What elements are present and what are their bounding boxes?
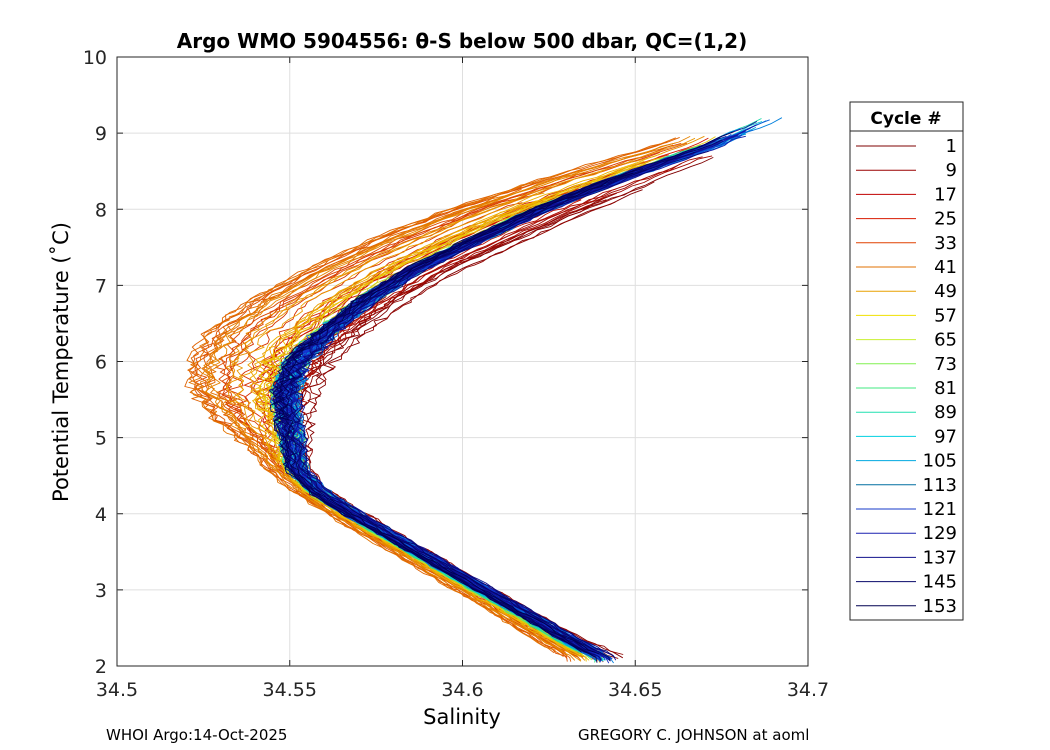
x-tick-label: 34.6	[441, 679, 483, 701]
x-tick-label: 34.5	[96, 679, 138, 701]
y-tick-label: 8	[95, 199, 107, 221]
profile-cycle-139	[281, 140, 724, 656]
y-tick-label: 9	[95, 123, 107, 145]
legend-title: Cycle #	[870, 109, 941, 129]
x-tick-label: 34.65	[608, 679, 662, 701]
profile-cycle-41	[188, 172, 565, 651]
legend-label-81: 81	[934, 378, 957, 399]
y-tick-label: 5	[95, 428, 107, 450]
legend: Cycle # 1 9 17 25 33 41 49 57 65 73 81 89 97 105 113 12…	[849, 101, 964, 621]
x-tick-label: 34.55	[263, 679, 317, 701]
legend-label-121: 121	[923, 499, 957, 520]
footer-credit-left: WHOI Argo:14-Oct-2025	[106, 726, 288, 744]
legend-label-105: 105	[923, 451, 957, 472]
legend-label-49: 49	[934, 281, 957, 302]
legend-label-1: 1	[946, 136, 957, 157]
legend-label-97: 97	[934, 426, 957, 447]
profile-lines	[184, 117, 783, 664]
axes: 34.5 34.55 34.6 34.65 34.7 2 3 4 5 6 7 8 9 10	[83, 47, 829, 701]
profile-cycle-45	[207, 171, 586, 661]
legend-label-137: 137	[923, 547, 957, 568]
legend-label-145: 145	[923, 572, 957, 593]
y-tick-label: 2	[95, 656, 107, 678]
profile-cycle-53	[249, 153, 663, 658]
legend-label-33: 33	[934, 233, 957, 254]
legend-label-73: 73	[934, 354, 957, 375]
profile-cycle-148	[281, 151, 696, 662]
x-tick-label: 34.7	[787, 679, 829, 701]
legend-label-153: 153	[923, 596, 957, 617]
y-tick-label: 10	[83, 47, 107, 69]
y-tick-label: 4	[95, 504, 107, 526]
profile-cycle-39	[186, 137, 676, 657]
legend-label-9: 9	[946, 160, 957, 181]
profile-cycle-36	[192, 186, 572, 662]
legend-label-41: 41	[934, 257, 957, 278]
y-axis-label: Potential Temperature (˚C)	[49, 222, 73, 502]
legend-label-25: 25	[934, 209, 957, 230]
legend-label-89: 89	[934, 402, 957, 423]
y-tick-label: 6	[95, 352, 107, 374]
footer-credit-right: GREGORY C. JOHNSON at aoml	[578, 726, 810, 744]
y-tick-label: 7	[95, 275, 107, 297]
legend-items: 1 9 17 25 33 41 49 57 65 73 81 89 97 105 113 121 129 137 1…	[856, 136, 957, 617]
profile-cycle-153	[278, 172, 634, 655]
chart-title: Argo WMO 5904556: θ-S below 500 dbar, QC…	[177, 29, 747, 53]
profile-cycle-145	[288, 150, 709, 658]
legend-label-113: 113	[923, 475, 957, 496]
y-tick-label: 3	[95, 580, 107, 602]
legend-label-129: 129	[923, 523, 957, 544]
profile-cycle-152	[273, 179, 608, 663]
legend-label-65: 65	[934, 330, 957, 351]
x-axis-label: Salinity	[423, 705, 501, 729]
legend-label-57: 57	[934, 305, 957, 326]
legend-label-17: 17	[934, 184, 957, 205]
